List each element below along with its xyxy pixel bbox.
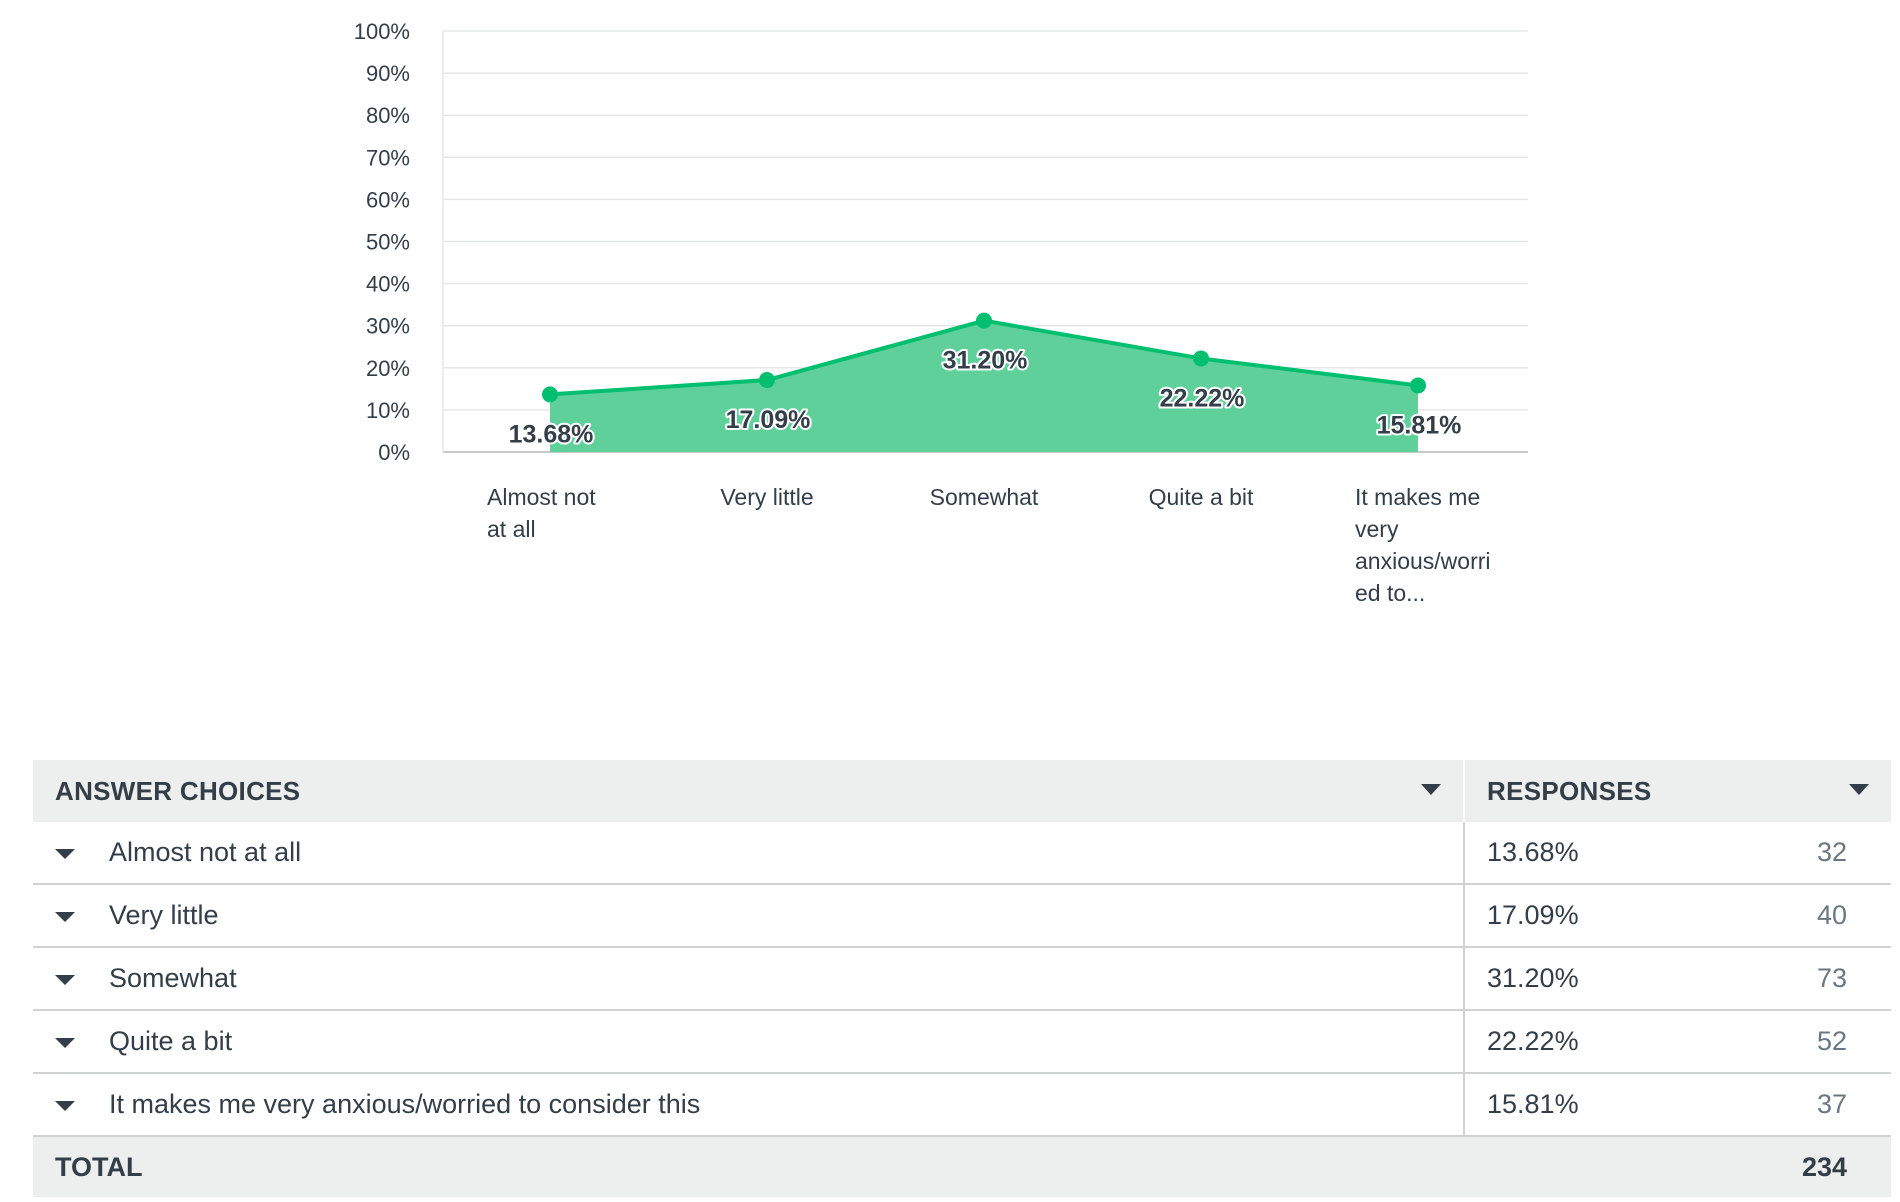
answer-choices-header-label: ANSWER CHOICES — [55, 775, 301, 806]
data-point[interactable] — [1410, 377, 1426, 394]
total-row: TOTAL 234 — [33, 1136, 1891, 1197]
data-point[interactable] — [976, 312, 992, 329]
y-tick-label: 30% — [366, 314, 410, 339]
answer-choice-label: Very little — [109, 900, 219, 930]
y-tick-label: 80% — [366, 103, 410, 128]
x-tick-label: anxious/worri — [1355, 548, 1491, 574]
x-tick-label: at all — [487, 516, 536, 542]
response-cell: 17.09% 40 — [1464, 884, 1891, 948]
response-percent: 22.22% — [1487, 1026, 1579, 1056]
y-tick-label: 50% — [366, 230, 410, 255]
table-row: Quite a bit 22.22% 52 — [33, 1010, 1891, 1074]
response-count: 37 — [1816, 1089, 1847, 1119]
data-label: 22.22% — [1160, 384, 1245, 412]
area-chart: 0% 10% 20% 30% 40% 50% 60% 70% 80% 90% 100% 13.68%… — [354, 19, 1528, 606]
answer-summary-table: ANSWER CHOICES RESPONSES Almost not at a… — [33, 760, 1891, 1197]
response-percent: 13.68% — [1487, 837, 1579, 867]
answer-choice-cell: Very little — [33, 884, 1465, 948]
sort-caret-icon[interactable] — [1849, 784, 1869, 795]
data-label: 15.81% — [1377, 411, 1462, 439]
x-tick-label: very — [1355, 516, 1399, 542]
x-tick-label: Very little — [720, 484, 813, 510]
answer-choice-cell: Somewhat — [33, 947, 1465, 1011]
response-cell: 15.81% 37 — [1464, 1073, 1891, 1137]
x-tick-label: Quite a bit — [1149, 484, 1254, 510]
expand-caret-icon[interactable] — [55, 1037, 75, 1048]
x-tick-label: Somewhat — [930, 484, 1039, 510]
table-row: Almost not at all 13.68% 32 — [33, 822, 1891, 885]
table-row: It makes me very anxious/worried to cons… — [33, 1073, 1891, 1137]
x-axis-ticks: Almost not at all Very little Somewhat Quite… — [487, 484, 1491, 606]
y-tick-label: 70% — [366, 145, 410, 170]
answer-choice-label: Somewhat — [109, 963, 237, 993]
x-tick-label: Almost not — [487, 484, 596, 510]
data-label: 31.20% — [943, 347, 1028, 375]
y-tick-label: 90% — [366, 61, 410, 86]
y-tick-label: 10% — [366, 398, 410, 423]
response-count: 40 — [1816, 900, 1847, 930]
y-tick-label: 40% — [366, 272, 410, 297]
table-row: Somewhat 31.20% 73 — [33, 947, 1891, 1011]
y-tick-label: 20% — [366, 356, 410, 381]
response-count: 32 — [1816, 837, 1847, 867]
response-count: 52 — [1816, 1026, 1847, 1056]
expand-caret-icon[interactable] — [55, 848, 75, 859]
expand-caret-icon[interactable] — [55, 911, 75, 922]
table-row: Very little 17.09% 40 — [33, 884, 1891, 948]
response-cell: 31.20% 73 — [1464, 947, 1891, 1011]
response-percent: 15.81% — [1487, 1089, 1579, 1119]
responses-header-label: RESPONSES — [1487, 775, 1652, 806]
y-tick-label: 60% — [366, 187, 410, 212]
answer-choice-label: It makes me very anxious/worried to cons… — [109, 1089, 701, 1119]
y-tick-label: 0% — [378, 440, 410, 465]
responses-header[interactable]: RESPONSES — [1464, 760, 1891, 822]
response-percent: 17.09% — [1487, 900, 1579, 930]
data-point[interactable] — [542, 386, 558, 403]
area-fill — [550, 320, 1418, 452]
data-label: 17.09% — [726, 406, 811, 434]
x-tick-label: It makes me — [1355, 484, 1480, 510]
total-value: 234 — [1464, 1136, 1891, 1197]
data-point[interactable] — [759, 372, 775, 389]
data-point[interactable] — [1193, 350, 1209, 367]
expand-caret-icon[interactable] — [55, 1100, 75, 1111]
chart-area-series — [549, 318, 1419, 452]
answer-choice-label: Almost not at all — [109, 837, 302, 867]
y-tick-label: 100% — [354, 19, 410, 44]
table-header-row: ANSWER CHOICES RESPONSES — [33, 760, 1891, 822]
total-label: TOTAL — [33, 1136, 1464, 1197]
response-count: 73 — [1816, 963, 1847, 993]
x-tick-label: ed to... — [1355, 580, 1425, 606]
answer-choice-cell: Quite a bit — [33, 1010, 1465, 1074]
data-label: 13.68% — [509, 420, 594, 448]
answer-choice-cell: Almost not at all — [33, 822, 1465, 885]
chart-data-points — [542, 312, 1426, 403]
answer-choice-label: Quite a bit — [109, 1026, 233, 1056]
response-cell: 22.22% 52 — [1464, 1010, 1891, 1074]
answer-choices-header[interactable]: ANSWER CHOICES — [33, 760, 1465, 822]
chart-data-labels: 13.68% 17.09% 31.20% 22.22% 15.81% — [507, 345, 1464, 451]
expand-caret-icon[interactable] — [55, 974, 75, 985]
y-axis-ticks: 0% 10% 20% 30% 40% 50% 60% 70% 80% 90% 100% — [354, 19, 410, 465]
answer-choice-cell: It makes me very anxious/worried to cons… — [33, 1073, 1465, 1137]
response-cell: 13.68% 32 — [1464, 822, 1891, 885]
sort-caret-icon[interactable] — [1421, 784, 1441, 795]
response-percent: 31.20% — [1487, 963, 1579, 993]
